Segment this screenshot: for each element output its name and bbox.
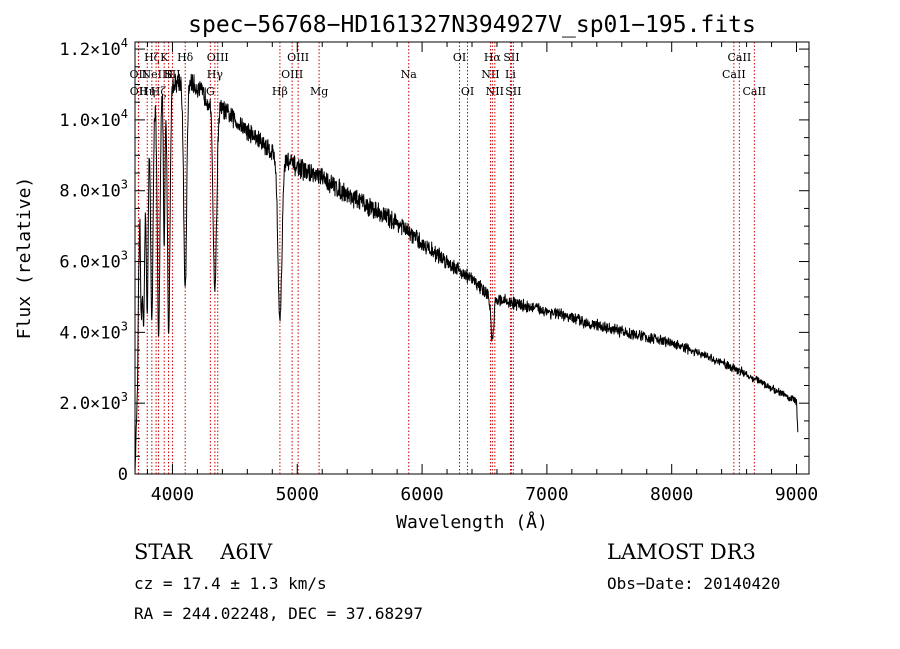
line-marker-label: Hβ <box>272 85 288 98</box>
line-marker-label: Hα <box>484 51 502 64</box>
y-tick-exponent: 3 <box>121 390 128 404</box>
redshift-cz: cz = 17.4 ± 1.3 km/s <box>134 574 327 593</box>
object-classification: STAR A6IV <box>134 540 272 564</box>
y-tick-exponent: 3 <box>121 249 128 263</box>
y-axis-label: Flux (relative) <box>14 177 35 340</box>
line-marker-label: Na <box>401 68 418 81</box>
observation-date: Obs−Date: 20140420 <box>607 574 781 593</box>
line-marker-label: OI <box>453 51 466 64</box>
y-tick-exponent: 3 <box>121 319 128 333</box>
line-marker-label: Li <box>505 68 516 81</box>
x-tick-label: 9000 <box>775 484 818 505</box>
line-marker-label: Hγ <box>207 68 224 81</box>
x-tick-label: 4000 <box>151 484 194 505</box>
object-class: STAR <box>134 540 193 564</box>
x-tick-label: 8000 <box>650 484 693 505</box>
y-tick-label: 8.0×103 <box>59 178 128 202</box>
line-marker-label: SII <box>164 68 180 81</box>
y-tick-mantissa: 1.2×10 <box>59 40 120 60</box>
y-tick-mantissa: 6.0×10 <box>59 253 120 273</box>
y-tick-label: 2.0×103 <box>59 390 128 414</box>
axes: 4000 5000 6000 7000 8000 900002.0×1034.0×1036… <box>59 36 818 505</box>
y-tick-label: 0 <box>118 465 128 485</box>
line-marker-label: Hη <box>139 85 155 98</box>
y-tick-exponent: 4 <box>121 36 128 50</box>
line-marker-label: SII <box>505 85 521 98</box>
y-tick-mantissa: 4.0×10 <box>59 323 120 343</box>
object-subclass: A6IV <box>220 540 273 564</box>
survey-name: LAMOST DR3 <box>607 540 756 564</box>
line-marker-label: NeIII <box>142 68 171 81</box>
x-axis-label: Wavelength (Å) <box>396 511 548 533</box>
line-marker-label: G <box>206 85 215 98</box>
y-tick-label: 1.2×104 <box>59 36 128 60</box>
line-marker-label: CaII <box>742 85 766 98</box>
line-marker-label: OIII <box>287 51 309 64</box>
line-marker-label: Hδ <box>177 51 194 64</box>
chart-title: spec−56768−HD161327N394927V_sp01−195.fit… <box>188 12 756 38</box>
line-marker-label: OI <box>461 85 474 98</box>
y-tick-mantissa: 8.0×10 <box>59 182 120 202</box>
line-marker-label: Hζ <box>144 51 160 64</box>
line-marker-label: K <box>160 51 169 64</box>
y-tick-mantissa: 1.0×10 <box>59 111 120 131</box>
y-tick-exponent: 4 <box>121 107 128 121</box>
x-tick-label: 5000 <box>276 484 319 505</box>
spectrum-line <box>134 73 799 475</box>
line-marker-label: SII <box>503 51 519 64</box>
coordinates-ra-dec: RA = 244.02248, DEC = 37.68297 <box>134 604 423 623</box>
plot-frame <box>134 41 810 475</box>
line-marker-label: NII <box>486 85 504 98</box>
y-tick-mantissa: 2.0×10 <box>59 394 120 414</box>
y-tick-label: 1.0×104 <box>59 107 128 131</box>
line-marker-label: H <box>164 68 174 81</box>
x-tick-label: 7000 <box>525 484 568 505</box>
line-marker-label: OIII <box>281 68 303 81</box>
y-tick-label: 6.0×103 <box>59 249 128 273</box>
x-tick-label: 6000 <box>400 484 443 505</box>
y-tick-label: 4.0×103 <box>59 319 128 343</box>
line-marker-label: CaII <box>722 68 746 81</box>
line-marker-label: CaII <box>728 51 752 64</box>
y-tick-exponent: 3 <box>121 178 128 192</box>
line-marker-label: OIII <box>207 51 229 64</box>
y-tick-mantissa: 0 <box>118 465 128 485</box>
line-markers: OIIOIIHηHζNeIIIHζKHSIIHδGHγOIIIHβOIIIOII… <box>130 42 766 474</box>
line-marker-label: Mg <box>310 85 328 98</box>
line-marker-label: NII <box>481 68 499 81</box>
line-marker-label: OII <box>130 85 148 98</box>
